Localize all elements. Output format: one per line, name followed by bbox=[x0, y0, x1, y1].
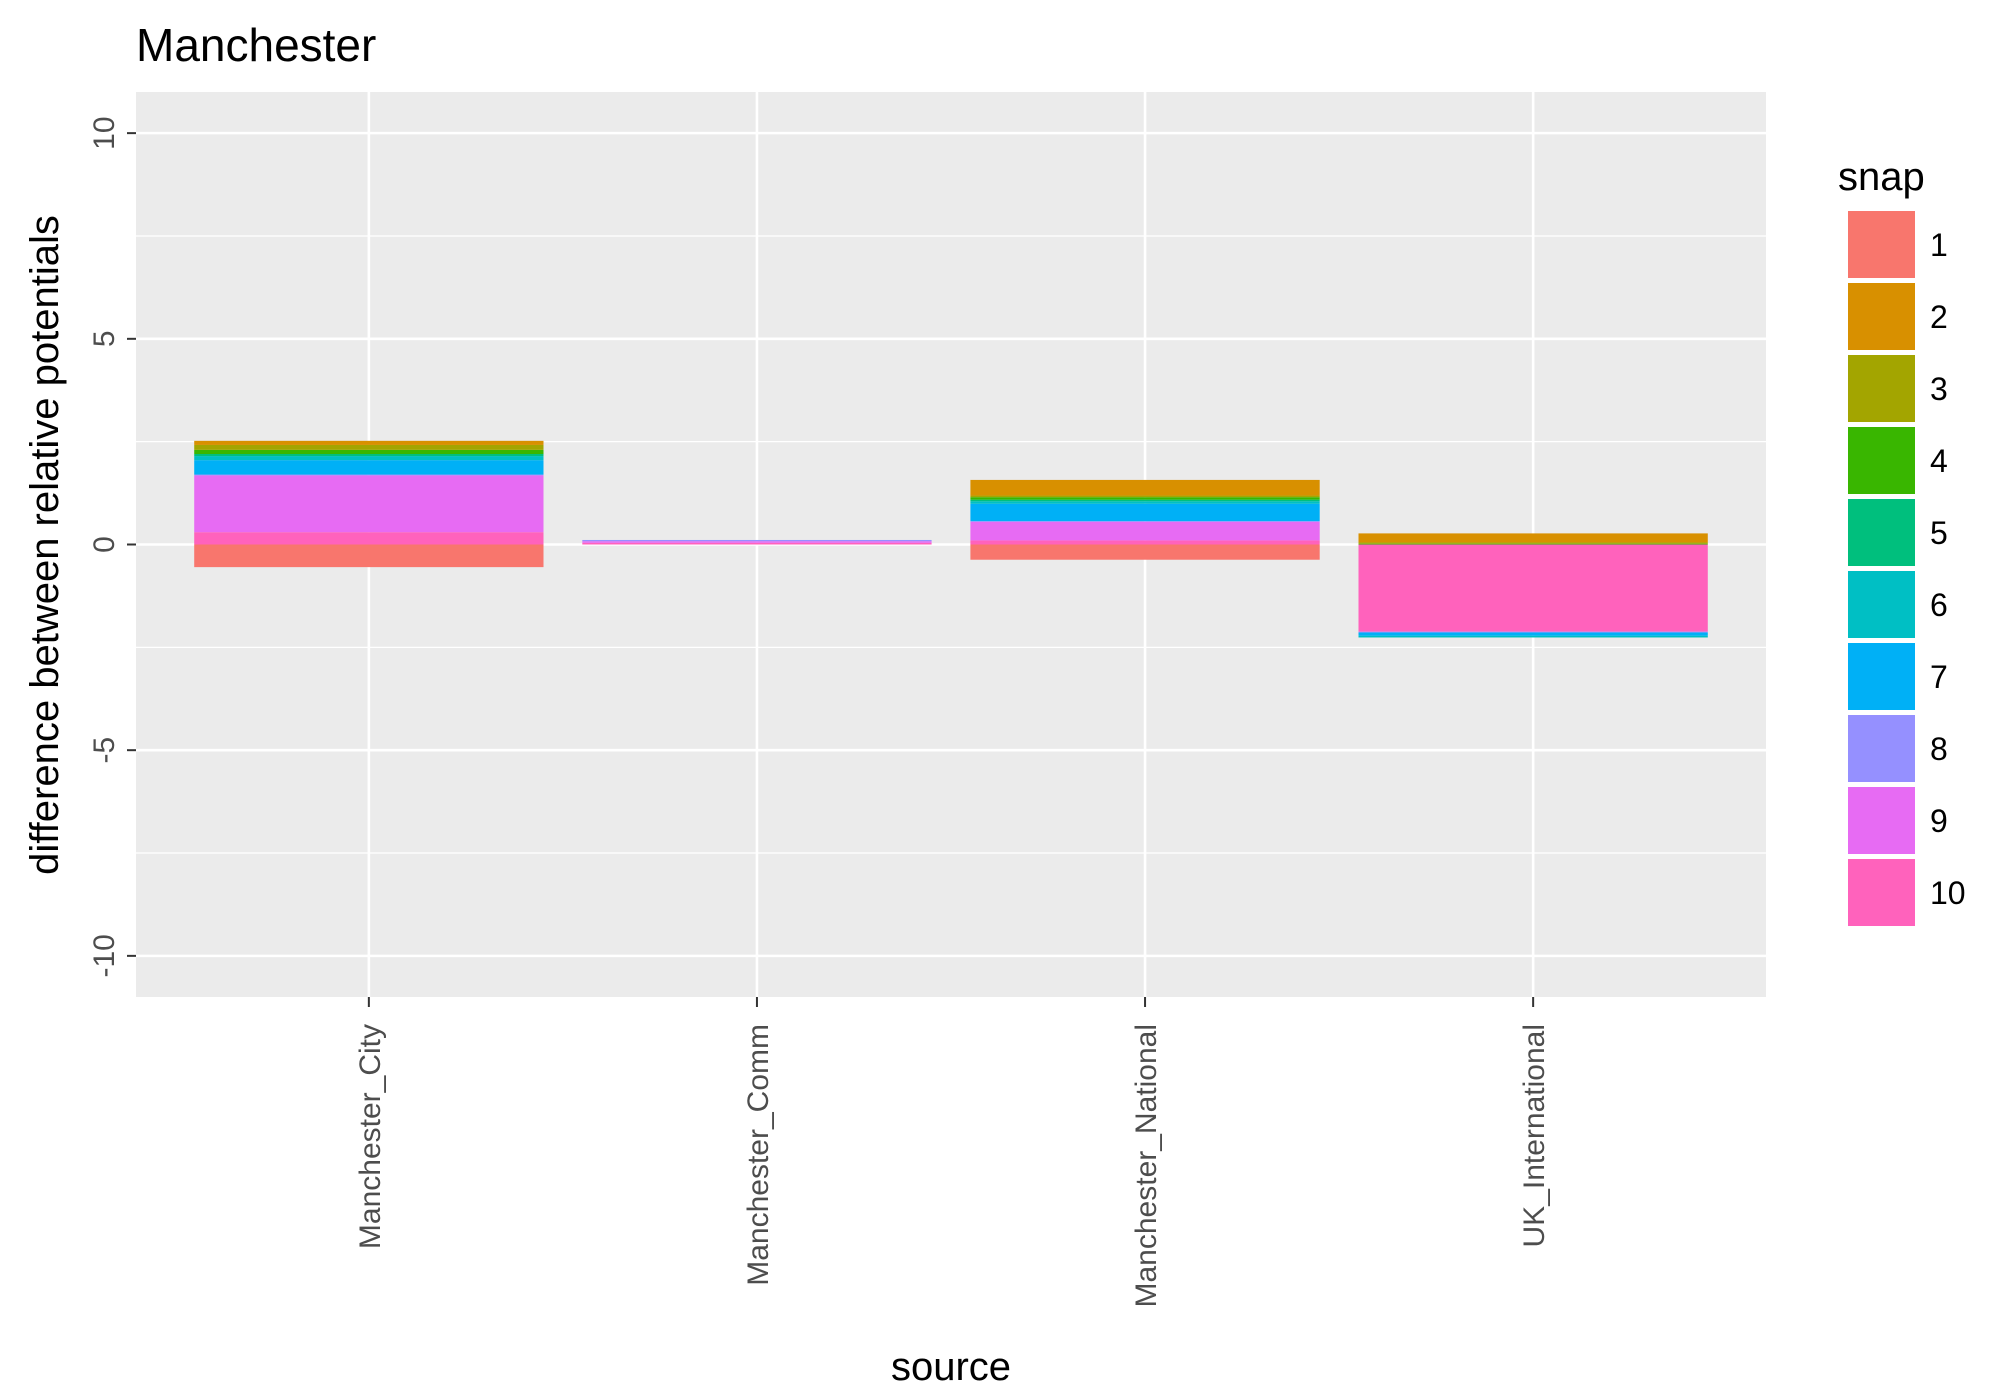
bar-segment-snap-6 bbox=[970, 501, 1320, 504]
legend-label-6: 6 bbox=[1930, 587, 1948, 623]
y-tick-label: 5 bbox=[88, 330, 121, 347]
y-tick-label: -10 bbox=[88, 934, 121, 977]
bar-segment-snap-9 bbox=[194, 475, 544, 533]
bar-segment-snap-5 bbox=[970, 499, 1320, 502]
legend-key-2 bbox=[1848, 283, 1915, 350]
legend-label-8: 8 bbox=[1930, 731, 1948, 767]
bar-segment-snap-10 bbox=[970, 540, 1320, 545]
bar-segment-snap-8 bbox=[970, 521, 1320, 522]
y-tick-label: 10 bbox=[88, 116, 121, 149]
bar-segment-snap-8 bbox=[194, 474, 544, 476]
bar-segment-snap-2 bbox=[1358, 533, 1708, 543]
bar-segment-snap-7 bbox=[970, 503, 1320, 522]
legend-key-10 bbox=[1848, 859, 1915, 926]
bar-segment-snap-3 bbox=[970, 495, 1320, 498]
legend-label-4: 4 bbox=[1930, 443, 1948, 479]
legend-key-6 bbox=[1848, 571, 1915, 638]
bar-segment-snap-9 bbox=[970, 521, 1320, 541]
bar-segment-snap-7 bbox=[194, 460, 544, 475]
bar-segment-snap-10 bbox=[194, 532, 544, 545]
bar-segment-snap-3 bbox=[194, 444, 544, 450]
legend-key-8 bbox=[1848, 715, 1915, 782]
legend-label-10: 10 bbox=[1930, 875, 1966, 911]
bar-segment-snap-4 bbox=[1358, 543, 1708, 545]
bar-segment-snap-6 bbox=[1358, 635, 1708, 638]
bar-segment-snap-2 bbox=[194, 440, 544, 445]
legend-label-3: 3 bbox=[1930, 371, 1948, 407]
bar-segment-snap-3 bbox=[1358, 542, 1708, 544]
bar-segment-snap-1 bbox=[970, 544, 1320, 560]
y-axis-title: difference between relative potentials bbox=[23, 215, 67, 875]
bar-segment-snap-8 bbox=[1358, 631, 1708, 633]
chart-title: Manchester bbox=[136, 19, 376, 71]
x-axis: Manchester_City Manchester_Comm Manchester… bbox=[354, 997, 1551, 1308]
y-axis: -10 -5 0 5 10 bbox=[88, 116, 136, 978]
bar-segment-snap-10 bbox=[1358, 544, 1708, 632]
legend-label-1: 1 bbox=[1930, 227, 1948, 263]
legend-key-9 bbox=[1848, 787, 1915, 854]
legend-label-7: 7 bbox=[1930, 659, 1948, 695]
bar-segment-snap-4 bbox=[970, 497, 1320, 500]
bar-segment-snap-10 bbox=[582, 542, 932, 545]
bars bbox=[194, 440, 1708, 638]
x-tick-label: Manchester_National bbox=[1130, 1024, 1163, 1308]
x-axis-title: source bbox=[891, 1345, 1011, 1389]
legend-label-2: 2 bbox=[1930, 299, 1948, 335]
bar-segment-snap-7 bbox=[1358, 632, 1708, 636]
bar-segment-snap-9 bbox=[582, 541, 932, 543]
bar-segment-snap-6 bbox=[194, 456, 544, 461]
legend-label-9: 9 bbox=[1930, 803, 1948, 839]
legend-key-5 bbox=[1848, 499, 1915, 566]
legend-key-1 bbox=[1848, 211, 1915, 278]
x-tick-label: Manchester_Comm bbox=[742, 1024, 775, 1286]
legend: snap 1 2 3 4 5 6 7 8 9 10 bbox=[1838, 155, 1966, 926]
legend-key-4 bbox=[1848, 427, 1915, 494]
bar-segment-snap-5 bbox=[194, 454, 544, 457]
x-tick-label: UK_International bbox=[1518, 1024, 1551, 1247]
x-tick-label: Manchester_City bbox=[354, 1024, 387, 1249]
legend-title: snap bbox=[1838, 155, 1925, 199]
y-tick-label: 0 bbox=[88, 536, 121, 553]
y-tick-label: -5 bbox=[88, 737, 121, 764]
bar-segment-snap-2 bbox=[970, 479, 1320, 496]
legend-label-5: 5 bbox=[1930, 515, 1948, 551]
bar-segment-snap-8 bbox=[582, 539, 932, 542]
bar-segment-snap-4 bbox=[194, 449, 544, 454]
legend-key-3 bbox=[1848, 355, 1915, 422]
bar-segment-snap-1 bbox=[194, 544, 544, 568]
legend-key-7 bbox=[1848, 643, 1915, 710]
